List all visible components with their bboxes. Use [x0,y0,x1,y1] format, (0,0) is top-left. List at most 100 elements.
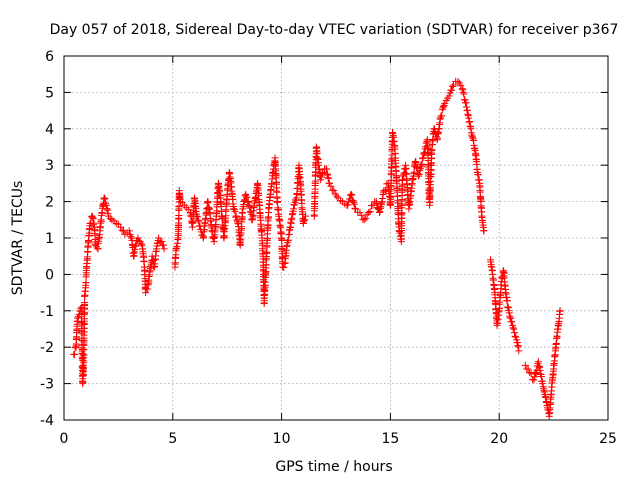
data-point [244,198,252,206]
data-point [158,238,166,246]
y-tick-label: 4 [45,122,54,138]
data-point [511,332,519,340]
data-point [299,219,307,227]
data-point [319,168,327,176]
y-tick-label: 0 [45,267,54,283]
x-tick-label: 20 [490,431,508,447]
data-point [100,194,108,202]
data-point [420,150,428,158]
data-point [89,215,97,223]
data-point [280,263,288,271]
data-point [350,200,358,208]
data-point [454,77,462,85]
data-point [450,81,458,89]
data-point [97,217,105,225]
data-point [278,236,286,244]
data-point [350,198,358,206]
data-point [459,88,467,96]
y-tick-label: -3 [40,377,54,393]
y-tick-label: 2 [45,195,54,211]
data-point [410,168,418,176]
data-point [362,214,370,222]
x-tick-label: 15 [381,431,399,447]
data-point [416,166,424,174]
data-point [508,318,516,326]
data-point [316,166,324,174]
data-point [438,106,446,114]
data-point [445,92,453,100]
data-point [416,165,424,173]
data-point [449,83,457,91]
data-point [155,234,163,242]
data-point [510,329,518,337]
y-tick-label: 1 [45,231,54,247]
data-point [193,212,201,220]
data-point [231,207,239,215]
y-tick-label: -4 [40,413,54,429]
data-point [357,211,365,219]
data-point [142,289,150,297]
x-tick-label: 25 [599,431,617,447]
y-tick-label: 5 [45,85,54,101]
data-point [348,191,356,199]
data-point [349,197,357,205]
data-point [360,216,368,224]
data-point [132,241,140,249]
data-point [81,298,89,306]
data-point [301,216,309,224]
data-point [415,170,423,178]
data-point [531,373,539,381]
data-point [438,112,446,120]
data-point [118,226,126,234]
data-point [159,241,167,249]
data-point [366,207,374,215]
data-point [521,361,529,369]
x-tick-label: 10 [273,431,291,447]
data-point [417,161,425,169]
data-point [415,172,423,180]
data-point [460,90,468,98]
data-point [243,193,251,201]
data-point [344,201,352,209]
data-point [134,234,142,242]
data-points [70,77,564,420]
data-point [127,232,135,240]
data-point [530,376,538,384]
data-point [556,307,564,315]
y-tick-label: 6 [45,49,54,65]
data-point [356,209,364,217]
y-tick-label: 3 [45,158,54,174]
data-point [383,180,391,188]
data-point [106,215,114,223]
y-tick-label: -2 [40,340,54,356]
tick-labels: 0 5 10 15 20 25 -4 -3 -2 -1 0 1 2 3 4 5 6 [40,49,617,447]
data-point [458,85,466,93]
data-point [73,314,81,322]
data-point [431,125,439,133]
data-point [526,369,534,377]
data-point [524,365,532,373]
data-point [88,213,96,221]
data-point [195,217,203,225]
x-tick-label: 0 [60,431,69,447]
axis-ticks [63,55,609,421]
data-point [71,350,79,358]
data-point [232,213,240,221]
data-point [462,99,470,107]
y-tick-label: -1 [40,304,54,320]
data-point [365,209,373,217]
x-tick-label: 5 [168,431,177,447]
chart-title: Day 057 of 2018, Sidereal Day-to-day VTE… [50,22,619,38]
data-point [218,215,226,223]
data-point [244,198,252,206]
data-point [433,133,441,141]
data-point [160,245,168,253]
data-point [373,200,381,208]
data-point [71,344,79,352]
grid-lines [64,56,608,420]
data-point [193,213,201,221]
data-point [440,102,448,110]
data-point [327,182,335,190]
data-point [318,169,326,177]
